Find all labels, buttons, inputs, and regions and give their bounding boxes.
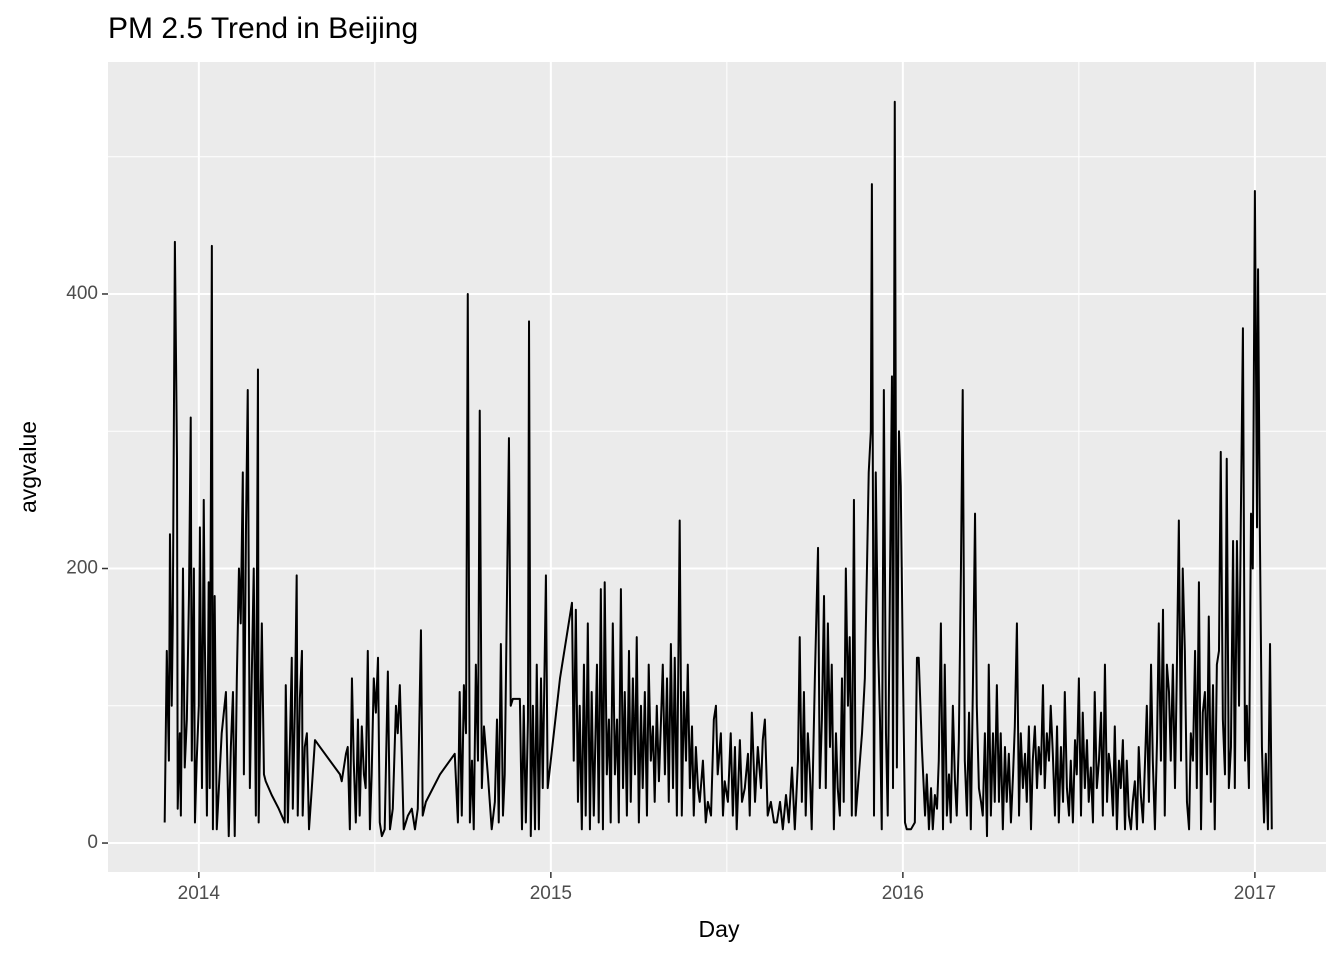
y-tick-label: 0 [87, 832, 98, 853]
y-tick-label: 200 [66, 558, 98, 579]
chart-title: PM 2.5 Trend in Beijing [108, 12, 418, 45]
x-tick-label: 2016 [882, 883, 924, 904]
x-tick-label: 2015 [530, 883, 572, 904]
x-tick-label: 2017 [1234, 883, 1276, 904]
x-axis-title: Day [699, 916, 740, 942]
y-tick-label: 400 [66, 283, 98, 304]
y-axis-title: avgvalue [15, 421, 41, 513]
x-tick-label: 2014 [178, 883, 221, 904]
data-line [163, 100, 1273, 838]
